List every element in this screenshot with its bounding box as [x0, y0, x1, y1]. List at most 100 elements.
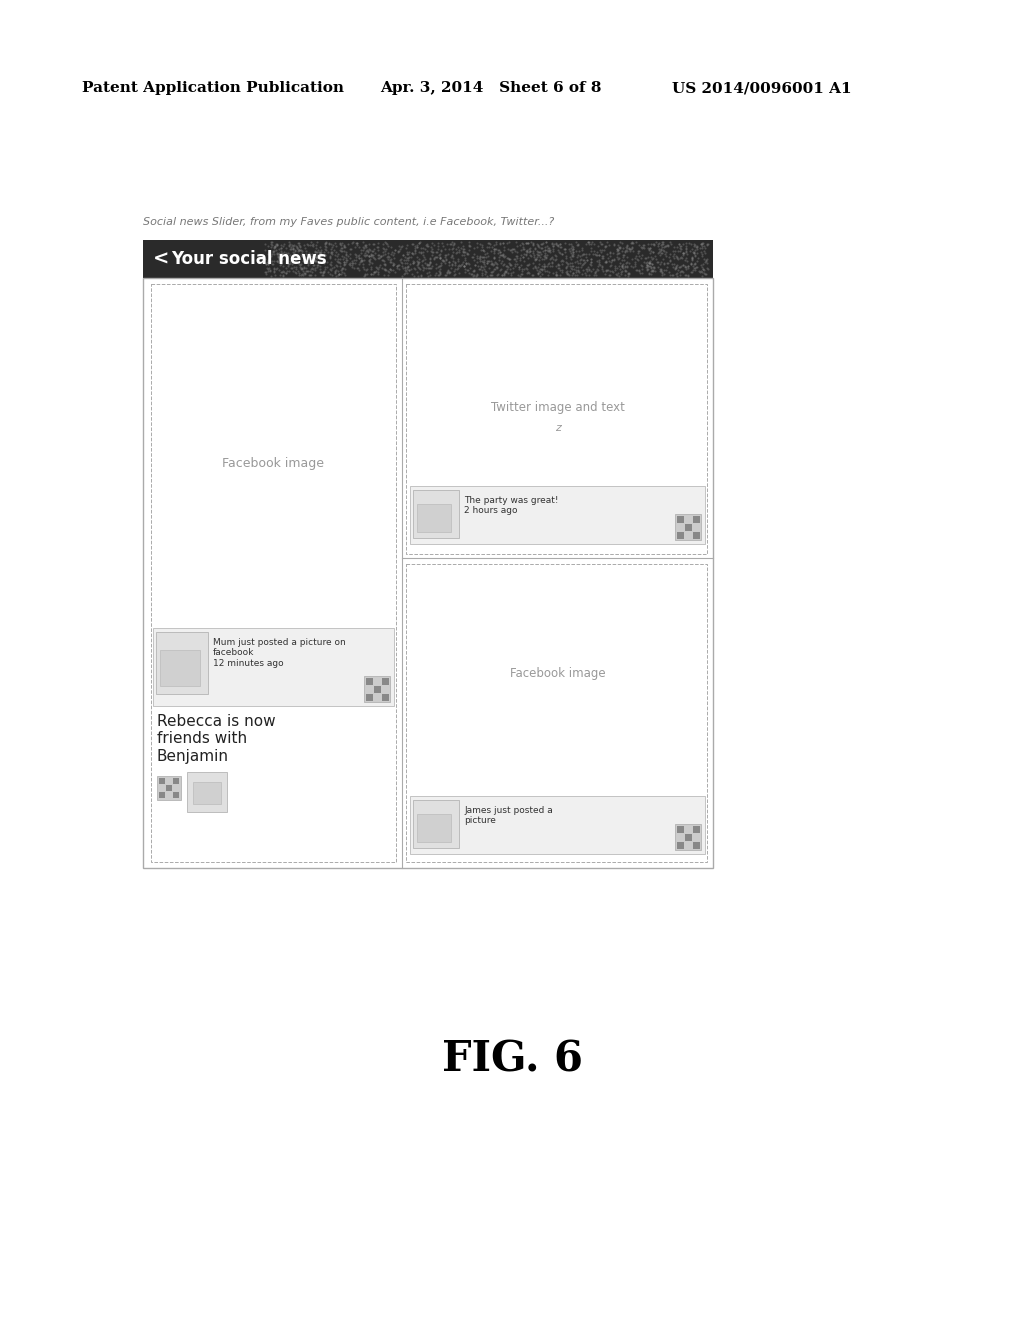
Point [334, 261, 350, 282]
Point [327, 248, 343, 269]
Point [294, 257, 310, 279]
Point [458, 253, 474, 275]
Point [693, 243, 710, 264]
Point [474, 251, 490, 272]
Point [348, 232, 365, 253]
Point [632, 263, 648, 284]
Point [369, 236, 385, 257]
Point [323, 255, 339, 276]
Point [649, 251, 666, 272]
Point [267, 235, 284, 256]
Point [532, 261, 549, 282]
Point [297, 238, 313, 259]
Point [692, 234, 709, 255]
Point [540, 253, 556, 275]
Point [696, 261, 713, 282]
Point [387, 239, 403, 260]
Point [615, 238, 632, 259]
Point [395, 249, 412, 271]
Point [518, 259, 535, 280]
Point [332, 232, 348, 253]
Point [302, 265, 318, 286]
Point [449, 242, 465, 263]
Point [683, 249, 699, 271]
Point [677, 240, 693, 261]
Point [360, 251, 377, 272]
Point [465, 265, 481, 286]
Point [523, 232, 540, 253]
Point [427, 246, 443, 267]
Point [466, 260, 482, 281]
Point [355, 249, 372, 271]
Point [645, 242, 662, 263]
Point [547, 244, 563, 265]
Point [683, 253, 699, 275]
Point [411, 248, 427, 269]
Point [683, 248, 699, 269]
Point [449, 238, 465, 259]
Point [460, 252, 476, 273]
Point [515, 236, 531, 257]
Point [604, 249, 621, 271]
Point [567, 260, 584, 281]
Point [638, 252, 654, 273]
Bar [693, 532, 700, 539]
Point [356, 243, 373, 264]
Point [479, 265, 496, 286]
Point [328, 235, 344, 256]
Point [522, 244, 539, 265]
Point [526, 247, 543, 268]
Point [621, 239, 637, 260]
Point [559, 253, 575, 275]
Point [654, 234, 671, 255]
Point [338, 242, 354, 263]
Point [360, 246, 377, 267]
Point [377, 259, 393, 280]
Point [532, 259, 549, 280]
Point [686, 234, 702, 255]
Point [344, 232, 360, 253]
Point [578, 246, 594, 267]
Point [502, 253, 518, 275]
Point [347, 252, 364, 273]
Point [372, 255, 388, 276]
Point [272, 247, 289, 268]
Point [688, 238, 705, 259]
Point [308, 238, 325, 259]
Point [282, 244, 298, 265]
Point [349, 234, 366, 255]
Point [573, 244, 590, 265]
Point [613, 253, 630, 275]
Point [410, 255, 426, 276]
Point [369, 256, 385, 277]
Point [529, 240, 546, 261]
Point [443, 253, 460, 275]
Point [651, 253, 668, 275]
Point [583, 248, 599, 269]
Point [488, 257, 505, 279]
Point [446, 264, 463, 285]
Point [496, 239, 512, 260]
Point [434, 235, 451, 256]
Point [275, 256, 292, 277]
Point [582, 259, 598, 280]
Point [496, 263, 512, 284]
Point [662, 261, 678, 282]
Point [443, 231, 460, 252]
Point [537, 255, 553, 276]
Point [597, 235, 613, 256]
Bar [677, 516, 684, 523]
Point [603, 260, 620, 281]
Point [641, 253, 657, 275]
Point [352, 247, 369, 268]
Point [462, 257, 478, 279]
Point [651, 238, 668, 259]
Point [592, 232, 608, 253]
Point [677, 257, 693, 279]
Point [688, 256, 705, 277]
Point [544, 232, 560, 253]
Point [565, 263, 582, 284]
Point [324, 236, 340, 257]
Point [541, 240, 557, 261]
Point [293, 246, 309, 267]
